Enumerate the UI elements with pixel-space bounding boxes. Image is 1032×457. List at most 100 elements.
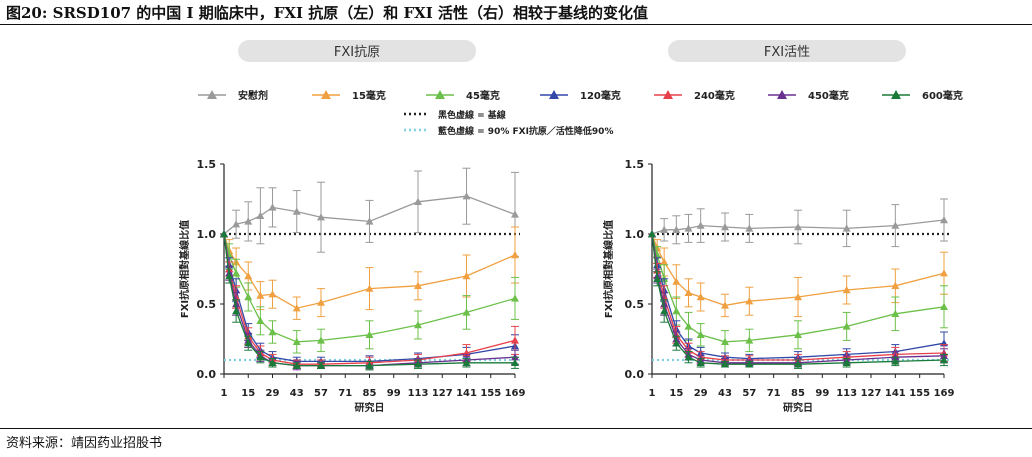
panel-1-x-tick-label-2: 15	[241, 388, 255, 399]
panel-2-series-1-point-2	[660, 225, 669, 233]
panel-2-series-3-point-12	[940, 302, 948, 310]
panel-2-x-tick-label-7: 85	[791, 388, 805, 399]
panel-1-series-7-point-10	[414, 360, 422, 368]
bottom-rule	[0, 428, 1032, 429]
panel-1-y-axis-label: FXI抗原相對基線比值	[178, 220, 191, 318]
panel-1-x-axis-label: 研究日	[355, 401, 385, 414]
panel-2-series-1-point-9	[842, 224, 851, 232]
panel-2-series-2-point-12	[940, 269, 948, 277]
panel-1-series-2-point-5	[256, 291, 265, 299]
panel-1-series-7-line	[223, 233, 515, 367]
legend-label-6: 450毫克	[808, 89, 849, 102]
panel-2-y-axis-label: FXI抗原相對基線比值	[602, 220, 615, 318]
panel-2-series-3-point-5	[684, 322, 693, 330]
panel-2-series-1-point-3	[672, 225, 681, 233]
panel-2-series-7-point-9	[794, 360, 802, 368]
legend-marker-1	[207, 90, 217, 99]
panel-1-series-7-point-7	[292, 361, 301, 369]
panel-1-x-tick-label-12: 155	[480, 388, 501, 399]
panel-2-series-7-point-8	[745, 360, 754, 368]
panel-2-title: FXI活性	[764, 45, 810, 60]
panel-1-series-2-point-9	[365, 284, 374, 292]
panel-1-series-7-point-1	[220, 230, 228, 238]
panel-1-series-3-point-6	[268, 328, 277, 336]
panel-1-series-1-point-9	[414, 197, 422, 205]
legend-label-3: 45毫克	[466, 89, 500, 102]
panel-1-series-3-point-9	[365, 330, 374, 338]
panel-2-series-7-point-4	[672, 339, 681, 347]
panel-2-series-1-point-4	[684, 224, 693, 232]
panel-2-series-2-point-8	[745, 297, 754, 305]
panel-1-series-7-point-8	[317, 361, 325, 369]
panel-2-series-3-point-7	[721, 337, 729, 345]
panel-2-y-tick-label-1: 0.0	[625, 368, 645, 381]
panel-1-y-tick-label-4: 1.5	[197, 158, 217, 171]
panel-1-series-2-point-8	[317, 298, 325, 306]
panel-2-x-tick-label-13: 169	[934, 388, 955, 399]
panel-1-series-1-point-6	[292, 207, 301, 215]
panel-1-series-3-point-5	[256, 316, 265, 324]
panel-1-series-2-point-4	[244, 272, 253, 280]
panel-2-x-tick-label-11: 141	[885, 388, 906, 399]
panel-1-x-tick-label-11: 141	[456, 388, 477, 399]
panel-1-series-1-point-3	[244, 217, 253, 225]
top-rule	[0, 24, 1032, 25]
panel-1-x-tick-label-3: 29	[266, 388, 280, 399]
legend-marker-2	[321, 90, 331, 99]
panel-1-title: FXI抗原	[334, 45, 380, 60]
panel-2-series-2-point-9	[794, 293, 802, 301]
panel-2-x-tick-label-1: 1	[649, 388, 656, 399]
panel-2-y-tick-label-2: 0.5	[625, 298, 645, 311]
panel-1-series-2-point-10	[414, 281, 422, 289]
panel-2-series-7-point-12	[940, 356, 948, 364]
panel-1-series-2-point-11	[462, 272, 471, 280]
panel-1-series-1-point-2	[232, 220, 241, 228]
panel-1-y-tick-label-1: 0.0	[197, 368, 217, 381]
panel-2-x-tick-label-3: 29	[694, 388, 708, 399]
panel-2-x-tick-label-6: 71	[767, 388, 781, 399]
panel-2-series-3-point-4	[672, 307, 681, 315]
panel-1-x-tick-label-1: 1	[221, 388, 228, 399]
panel-1-series-7-point-4	[244, 339, 253, 347]
panel-2-title-pill	[668, 40, 906, 62]
panel-1-x-tick-label-8: 99	[387, 388, 401, 399]
panel-1-series-2-point-12	[511, 251, 519, 259]
panel-2-x-tick-label-8: 99	[815, 388, 829, 399]
panel-1-title-pill	[238, 40, 476, 62]
panel-2-series-3-point-9	[794, 330, 802, 338]
panel-1-series-2-point-6	[268, 290, 277, 298]
panel-2-x-tick-label-12: 155	[909, 388, 930, 399]
panel-1-x-tick-label-7: 85	[363, 388, 377, 399]
panel-1-series-3-point-12	[511, 294, 519, 302]
legend-threshold-label: 藍色虛線 = 90% FXI抗原／活性降低90%	[438, 125, 613, 137]
panel-2-series-7-point-2	[653, 274, 662, 282]
panel-1-series-3-point-10	[414, 321, 422, 329]
legend-baseline-label: 黑色虚線 = 基線	[438, 109, 506, 121]
panel-1-series-7-point-9	[365, 361, 374, 369]
panel-1-x-tick-label-13: 169	[505, 388, 526, 399]
panel-1-x-tick-label-9: 113	[408, 388, 429, 399]
panel-2-x-tick-label-10: 127	[861, 388, 882, 399]
panel-2-series-7-point-6	[696, 358, 705, 366]
panel-2-series-2-point-6	[696, 293, 705, 301]
panel-1-series-1-point-10	[462, 192, 471, 200]
panel-1-series-7-point-6	[268, 358, 277, 366]
panel-2-series-2-point-4	[672, 277, 681, 285]
panel-2-series-1-point-8	[794, 223, 802, 231]
panel-2-x-axis-label: 研究日	[783, 401, 813, 414]
panel-1-series-5-point-12	[511, 336, 519, 344]
panel-2-series-7-point-5	[684, 353, 693, 361]
panel-2-series-3-point-11	[891, 309, 900, 317]
panel-2-series-1-point-11	[940, 216, 948, 224]
panel-1-series-3-point-3	[232, 269, 241, 277]
panel-2-series-2-point-7	[721, 301, 729, 309]
panel-2-series-2-point-3	[660, 258, 669, 266]
panel-2-series-1-point-7	[745, 224, 754, 232]
legend-label-2: 15毫克	[352, 89, 386, 102]
panel-2-series-1-point-5	[696, 221, 705, 229]
legend-marker-6	[777, 90, 787, 99]
panel-1-series-7-point-11	[462, 358, 471, 366]
panel-1-x-tick-label-10: 127	[432, 388, 453, 399]
panel-2-series-2-point-5	[684, 288, 693, 296]
panel-1-y-tick-label-3: 1.0	[197, 228, 217, 241]
